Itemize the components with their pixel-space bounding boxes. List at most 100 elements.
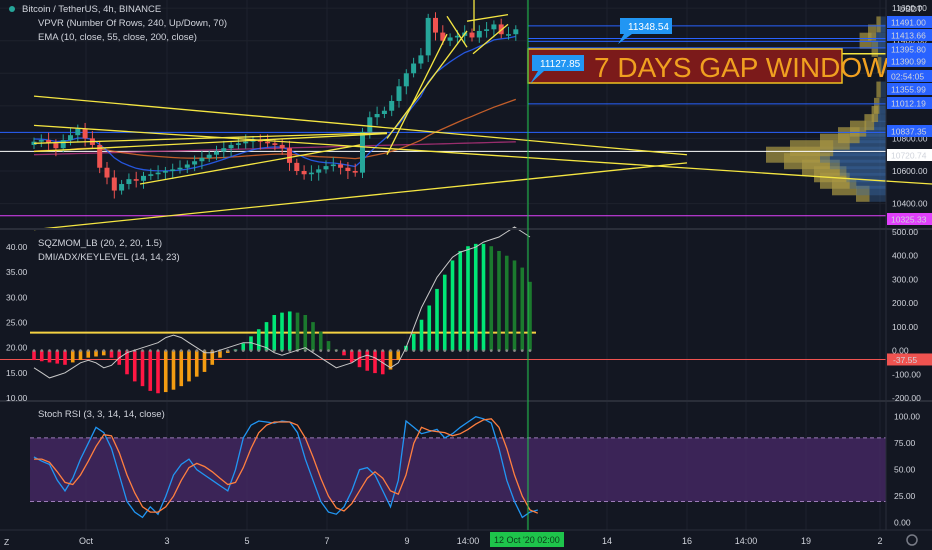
- candle[interactable]: [214, 151, 219, 155]
- candle[interactable]: [111, 177, 117, 191]
- candle[interactable]: [491, 24, 497, 30]
- momentum-bar[interactable]: [520, 267, 525, 351]
- momentum-bar[interactable]: [101, 350, 106, 356]
- squeeze-momentum-pane[interactable]: [0, 226, 886, 394]
- candle[interactable]: [199, 157, 205, 162]
- candle[interactable]: [104, 167, 110, 178]
- candle[interactable]: [367, 117, 373, 132]
- callout-high[interactable]: 11348.54: [618, 18, 672, 44]
- candle[interactable]: [162, 171, 168, 173]
- momentum-bar[interactable]: [86, 350, 91, 358]
- candle[interactable]: [287, 148, 292, 163]
- momentum-bar[interactable]: [187, 350, 191, 382]
- momentum-bar[interactable]: [47, 350, 52, 363]
- price-pane[interactable]: [0, 0, 932, 231]
- momentum-bar[interactable]: [311, 322, 315, 351]
- momentum-bar[interactable]: [39, 350, 44, 362]
- trend-line[interactable]: [472, 23, 509, 55]
- momentum-bar[interactable]: [450, 260, 455, 351]
- candle[interactable]: [221, 148, 227, 152]
- stoch-line[interactable]: [34, 418, 539, 514]
- momentum-bar[interactable]: [411, 333, 416, 351]
- candle[interactable]: [469, 32, 475, 38]
- candle[interactable]: [119, 184, 125, 191]
- candle[interactable]: [265, 141, 271, 144]
- momentum-bar[interactable]: [148, 350, 153, 391]
- candle[interactable]: [418, 55, 424, 64]
- candle[interactable]: [396, 86, 402, 101]
- momentum-bar[interactable]: [125, 350, 129, 375]
- candle[interactable]: [301, 171, 307, 175]
- momentum-bar[interactable]: [78, 350, 83, 361]
- trend-line[interactable]: [33, 124, 932, 185]
- momentum-bar[interactable]: [481, 243, 486, 351]
- momentum-bar[interactable]: [55, 350, 60, 364]
- momentum-bar[interactable]: [171, 350, 176, 390]
- candle[interactable]: [360, 131, 365, 173]
- candle[interactable]: [433, 17, 438, 33]
- candle[interactable]: [381, 110, 387, 114]
- momentum-bar[interactable]: [489, 246, 494, 351]
- momentum-bar[interactable]: [241, 343, 246, 351]
- candle[interactable]: [68, 135, 73, 141]
- momentum-bar[interactable]: [140, 350, 145, 387]
- momentum-bar[interactable]: [210, 350, 215, 365]
- candle[interactable]: [170, 169, 176, 171]
- trend-line[interactable]: [33, 95, 688, 156]
- candle[interactable]: [53, 143, 59, 149]
- momentum-bar[interactable]: [427, 305, 432, 351]
- momentum-bar[interactable]: [528, 281, 532, 351]
- candle[interactable]: [82, 128, 88, 139]
- candle[interactable]: [60, 140, 66, 149]
- momentum-bar[interactable]: [63, 350, 67, 365]
- momentum-bar[interactable]: [109, 350, 114, 358]
- momentum-bar[interactable]: [156, 350, 160, 394]
- trend-line[interactable]: [386, 33, 448, 156]
- candle[interactable]: [440, 32, 446, 41]
- stoch-rsi-pane[interactable]: [30, 415, 886, 519]
- trend-line[interactable]: [33, 132, 388, 144]
- momentum-bar[interactable]: [163, 350, 168, 393]
- trend-line[interactable]: [139, 144, 361, 185]
- momentum-bar[interactable]: [365, 350, 370, 371]
- momentum-bar[interactable]: [497, 250, 501, 351]
- candle[interactable]: [316, 169, 322, 173]
- candle[interactable]: [206, 154, 212, 158]
- trend-line[interactable]: [33, 132, 388, 153]
- callout-low[interactable]: 11127.85: [530, 55, 584, 84]
- momentum-bar[interactable]: [249, 336, 253, 351]
- momentum-bar[interactable]: [442, 274, 447, 351]
- momentum-bar[interactable]: [504, 255, 509, 351]
- momentum-bar[interactable]: [280, 312, 284, 351]
- candle[interactable]: [513, 29, 519, 35]
- candle[interactable]: [374, 114, 380, 118]
- momentum-bar[interactable]: [132, 350, 137, 382]
- candle[interactable]: [177, 167, 183, 170]
- candle[interactable]: [272, 143, 278, 145]
- candle[interactable]: [323, 166, 329, 170]
- trend-line[interactable]: [386, 30, 468, 139]
- candle[interactable]: [352, 171, 358, 173]
- momentum-bar[interactable]: [326, 341, 331, 351]
- momentum-bar[interactable]: [396, 350, 401, 361]
- momentum-bar[interactable]: [218, 350, 222, 358]
- candle[interactable]: [484, 29, 490, 31]
- candle[interactable]: [345, 167, 351, 171]
- momentum-bar[interactable]: [388, 350, 393, 370]
- momentum-bar[interactable]: [512, 260, 517, 351]
- momentum-bar[interactable]: [342, 350, 346, 356]
- candle[interactable]: [141, 175, 146, 181]
- candle[interactable]: [506, 34, 511, 36]
- candle[interactable]: [148, 174, 154, 176]
- momentum-bar[interactable]: [272, 315, 277, 351]
- momentum-bar[interactable]: [287, 311, 292, 351]
- zoom-icon[interactable]: Z: [4, 537, 9, 547]
- candle[interactable]: [257, 140, 263, 142]
- settings-icon[interactable]: [906, 534, 918, 546]
- candle[interactable]: [294, 162, 300, 171]
- candle[interactable]: [155, 172, 161, 175]
- candle[interactable]: [454, 35, 460, 38]
- momentum-bar[interactable]: [435, 288, 439, 351]
- momentum-bar[interactable]: [295, 312, 300, 351]
- momentum-bar[interactable]: [32, 350, 36, 361]
